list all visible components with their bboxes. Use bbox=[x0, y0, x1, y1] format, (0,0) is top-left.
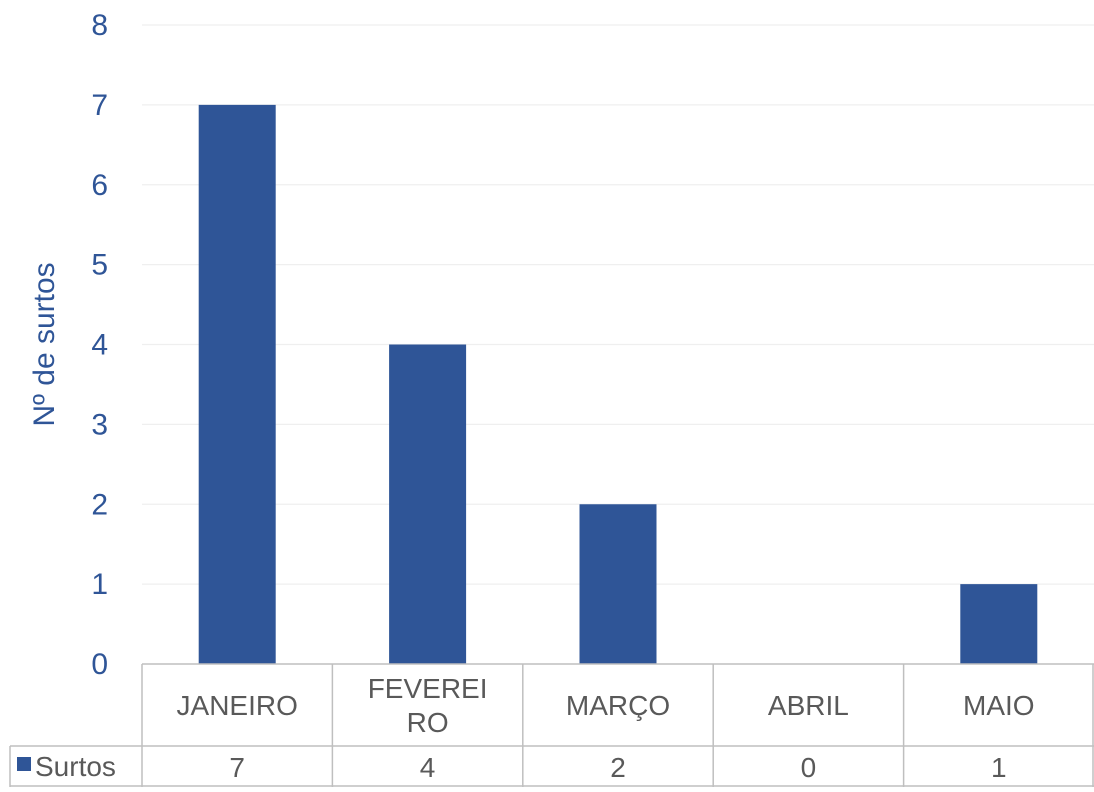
x-category-label: MARÇO bbox=[566, 690, 670, 721]
gridlines bbox=[142, 24, 1094, 585]
y-axis-ticks: 0 1 2 3 4 5 6 7 8 bbox=[91, 9, 108, 681]
table-value: 7 bbox=[229, 752, 245, 783]
y-tick-label: 5 bbox=[91, 249, 108, 282]
bar-janeiro bbox=[198, 104, 276, 664]
bar-março bbox=[579, 504, 657, 664]
x-category-label: MAIO bbox=[963, 690, 1035, 721]
x-category-label: RO bbox=[407, 707, 449, 738]
y-tick-label: 4 bbox=[91, 329, 108, 362]
y-tick-label: 8 bbox=[91, 9, 108, 42]
y-tick-label: 0 bbox=[91, 648, 108, 681]
y-tick-label: 3 bbox=[91, 408, 108, 441]
y-tick-label: 6 bbox=[91, 169, 108, 202]
x-category-label: FEVEREI bbox=[368, 673, 488, 704]
y-axis-title: Nº de surtos bbox=[28, 262, 61, 426]
bars bbox=[198, 104, 1038, 664]
table-value: 0 bbox=[801, 752, 817, 783]
table-value: 1 bbox=[991, 752, 1007, 783]
y-tick-label: 2 bbox=[91, 488, 108, 521]
x-category-label: ABRIL bbox=[768, 690, 849, 721]
table-value: 4 bbox=[420, 752, 436, 783]
legend-series-label: Surtos bbox=[35, 751, 116, 782]
legend-swatch bbox=[17, 757, 31, 771]
x-category-label: JANEIRO bbox=[177, 690, 298, 721]
y-tick-label: 1 bbox=[91, 568, 108, 601]
bar-maio bbox=[960, 584, 1038, 664]
y-tick-label: 7 bbox=[91, 89, 108, 122]
bar-fevereiro bbox=[389, 344, 467, 664]
table-value: 2 bbox=[610, 752, 626, 783]
